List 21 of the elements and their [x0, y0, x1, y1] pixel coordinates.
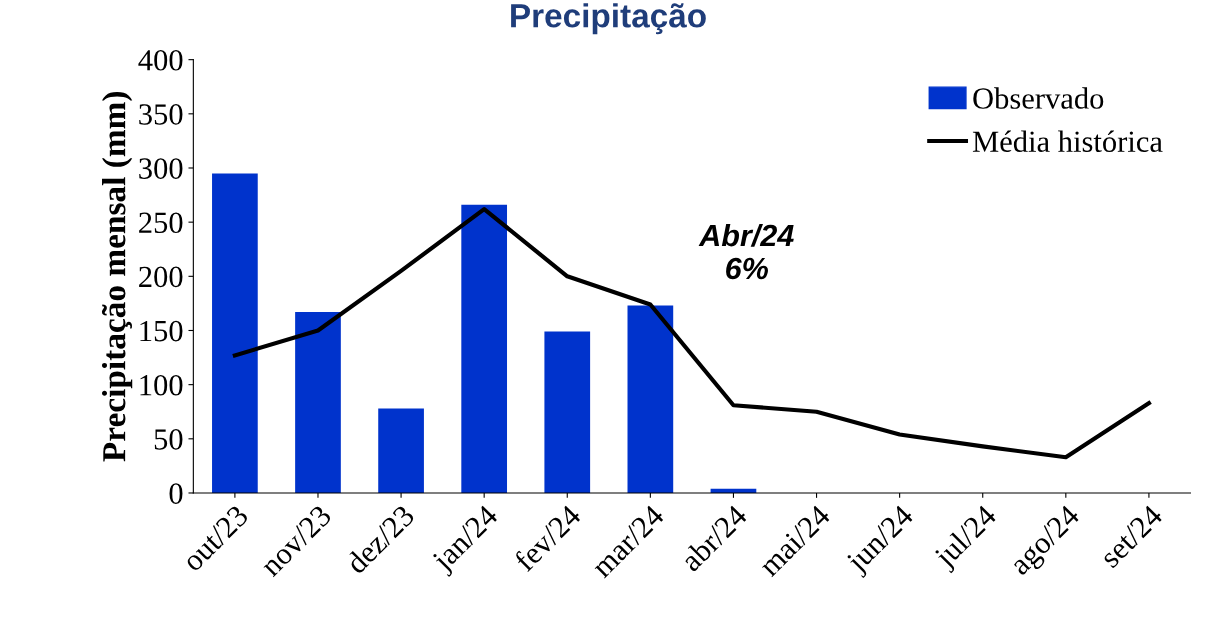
bar [627, 305, 674, 493]
y-axis-title: Precipitação mensal (mm) [101, 92, 133, 462]
line-series [232, 207, 1152, 460]
y-tick-label: 50 [154, 429, 183, 450]
bar [544, 331, 591, 493]
y-tick-label: 0 [169, 483, 183, 504]
y-tick-label: 200 [139, 266, 183, 288]
y-tick-label: 400 [138, 49, 183, 71]
y-tick-label: 250 [139, 212, 183, 234]
legend-label: Média histórica [972, 130, 1163, 153]
bar [295, 312, 341, 493]
legend-label: Observado [973, 87, 1104, 109]
y-tick-label: 350 [139, 104, 183, 125]
annotation: Abr/24 6% [698, 223, 794, 280]
y-tick-label: 100 [140, 374, 183, 396]
bar [212, 173, 258, 493]
y-tick-label: 300 [139, 158, 183, 179]
y-tick-label: 150 [140, 320, 183, 342]
chart-title: Precipitação [511, 3, 706, 35]
bar [378, 408, 424, 493]
bar [461, 204, 508, 493]
